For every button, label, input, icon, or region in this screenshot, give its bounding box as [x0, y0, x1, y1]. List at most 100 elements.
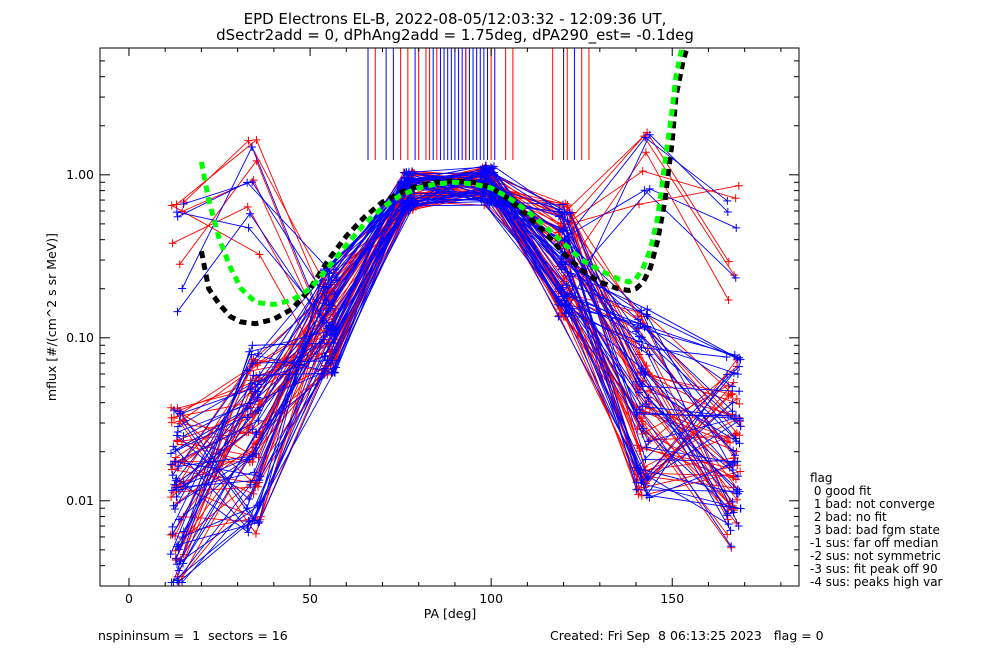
x-tick-label: 0: [125, 591, 133, 606]
pa-curve: [183, 181, 734, 452]
fit-curve-green: [198, 48, 685, 308]
pa-data-point: [248, 341, 257, 350]
pa-data-point: [171, 445, 180, 454]
pa-data-point: [178, 284, 187, 293]
x-tick-label: 150: [660, 591, 684, 606]
pa-curve: [176, 176, 737, 494]
pa-data-point: [172, 208, 181, 217]
pa-data-point: [489, 168, 498, 177]
pa-data-point: [244, 495, 253, 504]
pa-data-point: [243, 202, 252, 211]
pa-data-point: [479, 189, 488, 198]
vertical-marker-group: [367, 48, 590, 160]
pa-data-point: [244, 528, 253, 537]
pa-data-point: [330, 368, 339, 377]
pa-data-point: [736, 504, 745, 513]
pa-data-point: [722, 352, 731, 361]
pa-data-point: [170, 480, 179, 489]
pa-curve: [181, 183, 740, 583]
pa-data-point: [168, 471, 177, 480]
pa-data-point: [179, 199, 188, 208]
pa-data-point: [249, 176, 258, 185]
pa-curve: [176, 177, 737, 581]
pa-data-point: [723, 196, 732, 205]
pa-data-point: [642, 310, 651, 319]
pa-data-point: [725, 461, 734, 470]
pa-data-point: [252, 135, 261, 144]
pa-data-point: [173, 437, 182, 446]
pa-data-point: [724, 257, 733, 266]
y-axis-label: mflux [#/(cm^2 s sr MeV)]: [44, 233, 59, 401]
pa-data-point: [732, 489, 741, 498]
pa-data-point: [168, 239, 177, 248]
pa-data-point: [481, 161, 490, 170]
pa-data-point: [563, 201, 572, 210]
y-tick-label: 0.10: [66, 330, 94, 345]
pa-data-point: [166, 449, 175, 458]
pa-data-point: [633, 484, 642, 493]
pa-data-point: [644, 472, 653, 481]
pa-data-point: [328, 356, 337, 365]
pa-data-point: [565, 208, 574, 217]
pa-data-point: [172, 431, 181, 440]
pa-curve: [177, 192, 740, 427]
pa-data-point: [735, 439, 744, 448]
pa-data-point: [728, 382, 737, 391]
pa-data-point: [731, 273, 740, 282]
pa-curve: [172, 198, 739, 529]
y-tick-label: 0.01: [66, 493, 94, 508]
pa-data-point: [331, 327, 340, 336]
pa-data-point: [729, 378, 738, 387]
pa-data-point: [173, 307, 182, 316]
axes-group: 0 50 100 150 0.01 0.10 1.00: [66, 47, 799, 606]
pa-data-point: [319, 282, 328, 291]
pa-data-point: [641, 455, 650, 464]
pa-data-point: [477, 196, 486, 205]
pa-data-point: [562, 291, 571, 300]
pa-data-point: [408, 174, 417, 183]
pa-data-point: [248, 359, 257, 368]
pa-data-point: [167, 201, 176, 210]
pa-data-point: [641, 367, 650, 376]
chart-title-line1: EPD Electrons EL-B, 2022-08-05/12:03:32 …: [244, 10, 667, 28]
pa-data-point: [645, 130, 654, 139]
pa-data-point: [728, 466, 737, 475]
pa-data-point: [723, 370, 732, 379]
fit-curves-group: [198, 48, 690, 327]
pa-data-point: [172, 474, 181, 483]
pa-data-point: [327, 288, 336, 297]
pa-data-point: [735, 353, 744, 362]
pa-data-point: [322, 318, 331, 327]
pa-data-point: [256, 472, 265, 481]
pa-curve: [174, 186, 729, 525]
pa-data-point: [173, 576, 182, 585]
pa-data-point: [633, 410, 642, 419]
pa-data-point: [253, 380, 262, 389]
pa-curve: [177, 165, 735, 464]
pa-data-point: [246, 480, 255, 489]
pa-data-point: [245, 209, 254, 218]
pa-data-point: [400, 177, 409, 186]
pa-data-point: [255, 250, 264, 259]
pa-data-point: [486, 163, 495, 172]
pa-curve: [176, 165, 738, 500]
pa-data-point: [254, 519, 263, 528]
pa-data-point: [166, 550, 175, 559]
pa-data-point: [733, 370, 742, 379]
pa-data-point: [642, 400, 651, 409]
legend-entry: 3 bad: bad fgm state: [810, 523, 940, 537]
pa-data-point: [735, 362, 744, 371]
pa-data-point: [254, 405, 263, 414]
pa-data-point: [637, 333, 646, 342]
pa-data-point: [409, 202, 418, 211]
pa-data-point: [645, 350, 654, 359]
pa-data-point: [734, 181, 743, 190]
pa-data-point: [736, 467, 745, 476]
pa-data-point: [725, 438, 734, 447]
pa-data-point: [406, 178, 415, 187]
pa-data-point: [636, 319, 645, 328]
pa-data-point: [732, 223, 741, 232]
pa-data-point: [728, 407, 737, 416]
pa-data-point: [724, 296, 733, 305]
x-axis-label: PA [deg]: [424, 606, 477, 621]
